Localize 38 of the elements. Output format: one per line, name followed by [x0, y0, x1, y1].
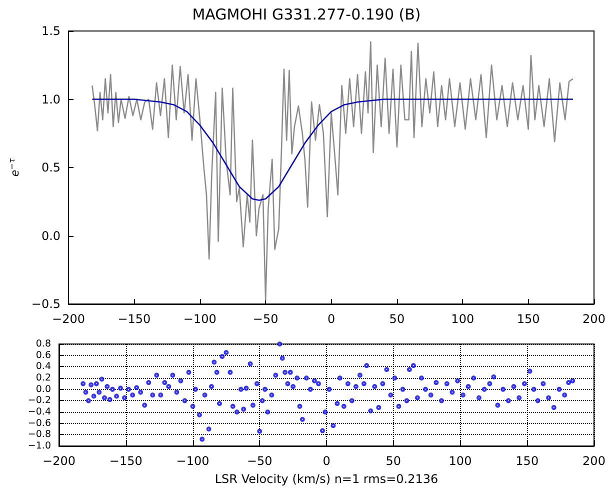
x-tick-label: −50	[252, 312, 278, 326]
y-tick-label: 0.8	[36, 338, 51, 350]
x-tick-label: −200	[42, 454, 76, 468]
x-tick-label: 200	[582, 454, 606, 468]
x-tick-label: 150	[516, 312, 540, 326]
y-tick-label: −0.5	[31, 297, 61, 311]
y-tick-label: 0.0	[36, 384, 51, 395]
x-tick-label: 150	[516, 454, 539, 468]
y-tick-label: 0.6	[36, 350, 51, 361]
y-axis-title: e−τ	[8, 158, 22, 177]
y-tick-label: 0.4	[36, 361, 51, 372]
line-series	[92, 98, 574, 201]
y-tick-label: 1.5	[41, 24, 61, 38]
x-tick-label: −100	[176, 454, 210, 468]
y-tick-label: −1.0	[28, 440, 51, 452]
x-tick-label: 50	[386, 454, 402, 468]
y-tick-label: 0.0	[41, 228, 61, 243]
y-tick-label: −0.4	[28, 406, 51, 418]
x-tick-label: 0	[322, 454, 330, 468]
y-tick-label: −0.8	[28, 429, 51, 440]
x-tick-label: −50	[246, 454, 272, 468]
x-tick-label: 100	[451, 312, 474, 326]
x-tick-label: −150	[118, 312, 151, 326]
y-tick-label: 0.2	[36, 372, 51, 384]
x-tick-label: −100	[183, 312, 216, 326]
y-tick-label: 0.5	[41, 160, 61, 174]
y-tick-label: 1.0	[41, 92, 61, 106]
x-tick-label: 0	[327, 312, 336, 326]
x-tick-label: 200	[582, 312, 606, 326]
x-tick-label: 100	[448, 454, 472, 468]
line-series	[92, 41, 574, 301]
chart-title: MAGMOHI G331.277-0.190 (B)	[192, 6, 421, 24]
x-tick-label: −200	[52, 312, 86, 326]
x-tick-label: 50	[389, 312, 405, 326]
x-tick-label: −150	[109, 454, 142, 468]
y-tick-label: −0.6	[28, 418, 51, 429]
y-tick-label: −0.2	[28, 395, 51, 406]
x-axis-title: LSR Velocity (km/s) n=1 rms=0.2136	[214, 472, 438, 486]
